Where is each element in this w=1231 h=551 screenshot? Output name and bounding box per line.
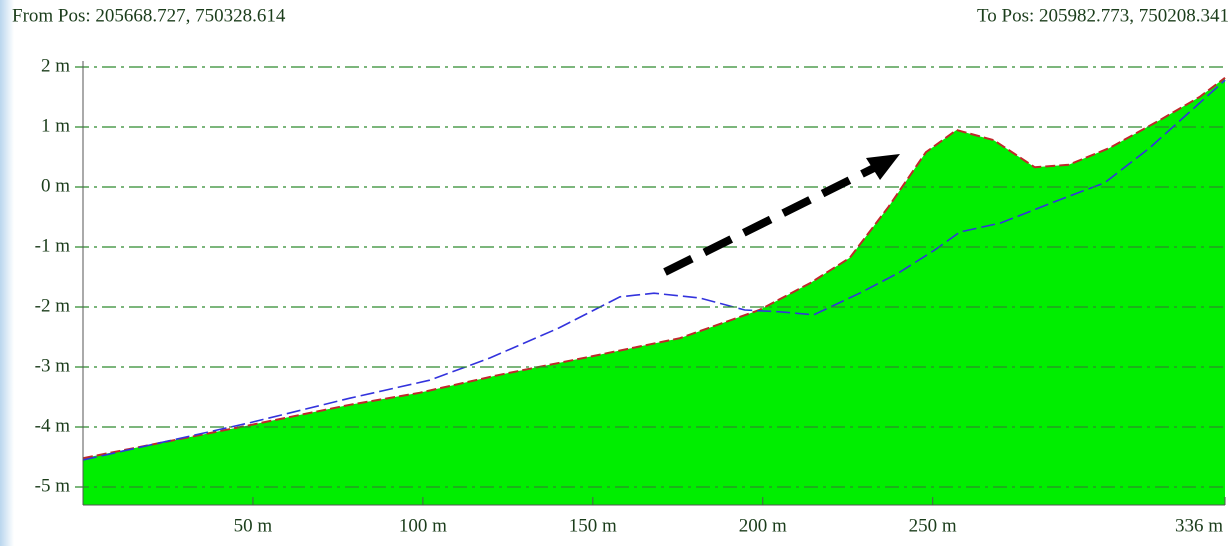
y-tick-label: -3 m xyxy=(35,355,71,376)
y-tick-label: 1 m xyxy=(41,115,70,136)
profile-line xyxy=(82,79,1226,461)
x-tick-label: 150 m xyxy=(569,515,617,536)
y-tick-label: 0 m xyxy=(41,175,70,196)
annotation-arrow xyxy=(663,154,900,276)
y-tick-label: -1 m xyxy=(35,235,71,256)
x-tick-label: 250 m xyxy=(909,515,957,536)
y-tick-label: -2 m xyxy=(35,295,71,316)
to-label: To Pos: 205982.773, 750208.341 xyxy=(977,5,1229,26)
y-tick-label: -4 m xyxy=(35,415,71,436)
from-label: From Pos: 205668.727, 750328.614 xyxy=(12,5,286,26)
terrain-area xyxy=(83,77,1225,506)
window-edge xyxy=(0,0,14,546)
x-tick-label: 336 m xyxy=(1175,515,1223,536)
y-tick-label: 2 m xyxy=(41,55,70,76)
terrain-outline xyxy=(82,77,1226,460)
x-tick-label: 50 m xyxy=(234,515,273,536)
x-tick-label: 200 m xyxy=(739,515,787,536)
x-tick-label: 100 m xyxy=(399,515,447,536)
y-tick-label: -5 m xyxy=(35,475,71,496)
